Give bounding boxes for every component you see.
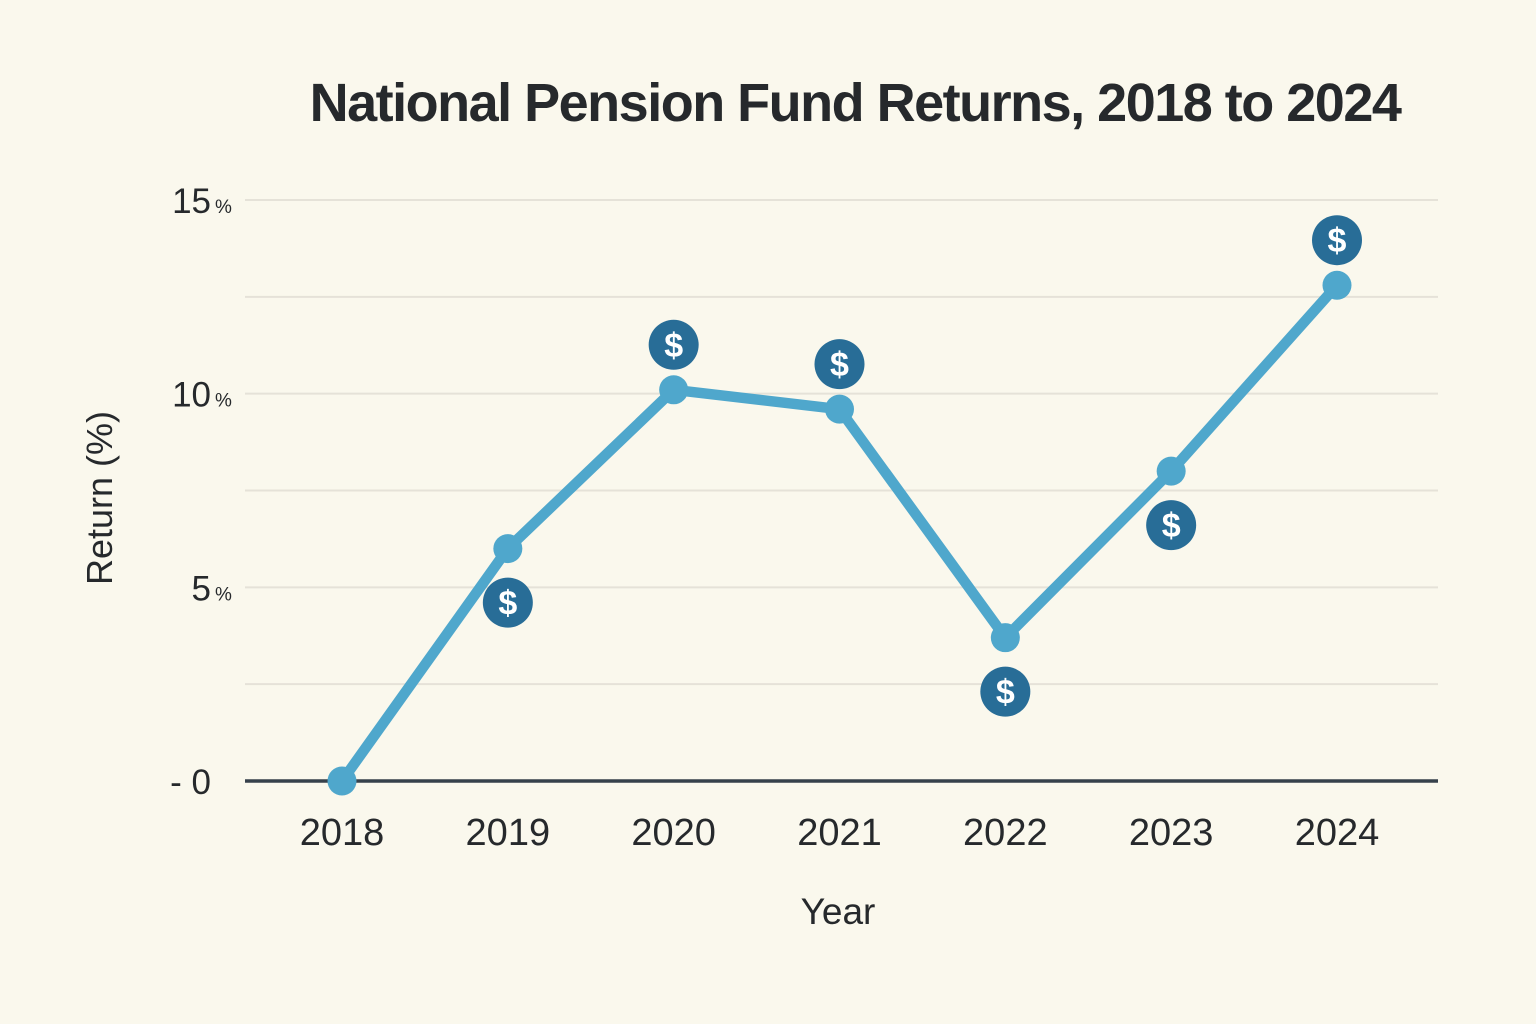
dollar-badge-2020 [648, 319, 699, 370]
dollar-icon: $ [498, 585, 517, 623]
dollar-icon: $ [664, 327, 683, 365]
dollar-icon: $ [1328, 222, 1347, 260]
x-tick-label-2019: 2019 [466, 812, 551, 854]
y-axis-title: Return (%) [79, 410, 120, 586]
dollar-badge-2023 [1146, 500, 1197, 551]
data-point-2024 [1322, 270, 1352, 300]
dollar-icon: $ [830, 346, 849, 384]
y-tick-label: 10 [172, 376, 211, 415]
y-tick-suffix: % [215, 197, 232, 218]
data-point-2019 [493, 534, 523, 564]
chart-title: National Pension Fund Returns, 2018 to 2… [309, 73, 1402, 133]
x-tick-label-2022: 2022 [963, 812, 1048, 854]
y-tick-suffix: % [215, 391, 232, 412]
y-tick-label: 5 [192, 569, 211, 608]
data-point-2018 [327, 766, 357, 796]
dollar-badge-2021 [814, 339, 865, 390]
x-tick-label-2023: 2023 [1129, 812, 1214, 854]
x-tick-label-2018: 2018 [300, 812, 385, 854]
data-point-2020 [659, 375, 689, 405]
data-point-2022 [990, 623, 1020, 653]
data-point-2023 [1156, 456, 1186, 486]
dollar-badge-2024 [1312, 215, 1362, 266]
dollar-icon: $ [1162, 507, 1181, 545]
x-tick-label-2020: 2020 [631, 812, 716, 854]
x-tick-label-2024: 2024 [1295, 812, 1380, 854]
y-tick-suffix: % [215, 584, 232, 605]
dollar-badge-2019 [482, 577, 533, 628]
x-tick-label-2021: 2021 [797, 812, 882, 854]
y-tick-label: 15 [172, 182, 211, 221]
x-axis-title: Year [800, 891, 876, 932]
dollar-icon: $ [996, 674, 1015, 712]
y-tick-label: - 0 [170, 763, 211, 802]
dollar-badge-2022 [980, 666, 1031, 717]
data-point-2021 [825, 394, 854, 424]
